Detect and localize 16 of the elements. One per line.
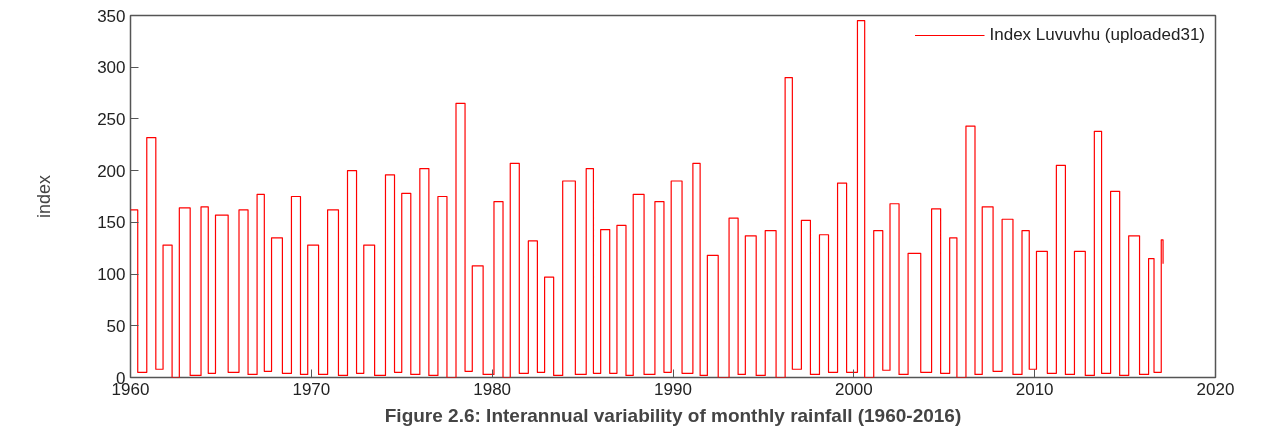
legend-label: Index Luvuvhu (uploaded31) (989, 25, 1205, 45)
y-tick-label: 100 (97, 265, 126, 285)
x-tick-label: 2000 (834, 379, 873, 399)
y-tick-label: 150 (97, 213, 126, 233)
x-tick-label: 1990 (654, 379, 692, 399)
x-tick-label: 2010 (1015, 379, 1054, 399)
y-tick-label: 350 (97, 6, 126, 26)
y-axis-title: index (34, 174, 55, 219)
y-tick-label: 200 (97, 161, 126, 181)
y-tick-label: 300 (97, 58, 126, 78)
y-tick-label: 50 (106, 316, 126, 336)
y-tick-label: 250 (97, 109, 126, 129)
x-tick-label: 1970 (292, 379, 331, 399)
x-tick-label: 1980 (473, 379, 512, 399)
x-tick-label: 2020 (1196, 379, 1235, 399)
text: Figure 2.6: Interannual variability of monthly rainfall (1960-2016) (384, 404, 962, 426)
